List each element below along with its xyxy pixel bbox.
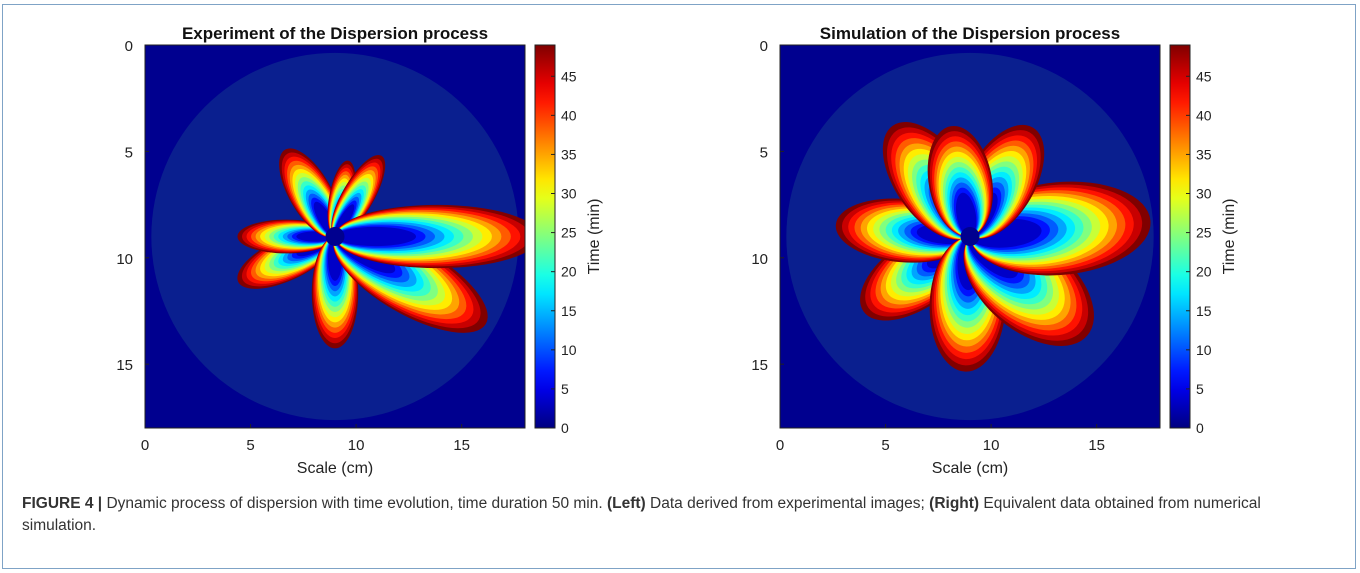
figure-caption: FIGURE 4 | Dynamic process of dispersion… (22, 493, 1338, 537)
dispersion-pattern (835, 122, 1151, 372)
x-tick-label: 5 (881, 437, 889, 454)
x-axis-label: Scale (cm) (932, 460, 1008, 477)
colorbar-tick-label: 40 (1196, 107, 1212, 123)
y-tick-label: 5 (760, 144, 768, 161)
colorbar-tick-label: 10 (1196, 342, 1212, 358)
colorbar-tick-label: 45 (561, 68, 577, 84)
x-tick-label: 5 (246, 437, 254, 454)
x-tick-label: 10 (983, 437, 1000, 454)
x-tick-label: 0 (776, 437, 784, 454)
injection-core (325, 227, 345, 246)
lobe-contour (335, 226, 417, 247)
figure-label: FIGURE 4 | (22, 495, 103, 512)
colorbar (1169, 44, 1191, 429)
x-tick-label: 10 (348, 437, 365, 454)
colorbar-tick-label: 20 (561, 264, 577, 280)
x-tick-label: 15 (453, 437, 470, 454)
colorbar-tick-label: 10 (561, 342, 577, 358)
colorbar-tick-label: 20 (1196, 264, 1212, 280)
y-tick-label: 10 (116, 251, 133, 268)
y-tick-label: 15 (751, 357, 768, 374)
colorbar-tick-label: 0 (1196, 420, 1204, 436)
injection-core (960, 227, 980, 246)
dispersion-lobe (335, 204, 525, 269)
colorbar-tick-label: 35 (561, 146, 577, 162)
y-tick-label: 0 (760, 38, 768, 55)
colorbar-tick-label: 0 (561, 420, 569, 436)
colorbar-tick-label: 35 (1196, 146, 1212, 162)
x-tick-label: 15 (1088, 437, 1105, 454)
colorbar (534, 44, 556, 429)
colorbar-tick-label: 25 (561, 225, 577, 241)
axes-frame (779, 44, 1161, 429)
colorbar-label: Time (min) (586, 199, 603, 275)
colorbar-tick-label: 25 (1196, 225, 1212, 241)
caption-text-2: Data derived from experimental images; (645, 495, 930, 512)
simulation-panel: 0 5 10 15 0 5 10 15 Simulation of the Dispersion… (751, 24, 1238, 477)
y-tick-label: 5 (125, 144, 133, 161)
dispersion-pattern (237, 148, 525, 349)
colorbar-tick-label: 5 (1196, 381, 1204, 397)
colorbar-tick-label: 15 (1196, 303, 1212, 319)
y-tick-label: 10 (751, 251, 768, 268)
dispersion-lobe (331, 154, 386, 237)
colorbar-tick-label: 15 (561, 303, 577, 319)
lobe-contour (955, 192, 977, 237)
x-axis-label: Scale (cm) (297, 460, 373, 477)
colorbar-tick-label: 5 (561, 381, 569, 397)
colorbar-tick-label: 30 (1196, 186, 1212, 202)
y-tick-label: 15 (116, 357, 133, 374)
axes-frame (144, 44, 526, 429)
y-tick-label: 0 (125, 38, 133, 55)
colorbar-label: Time (min) (1221, 199, 1238, 275)
dispersion-lobe (927, 126, 993, 237)
caption-text-3: Equivalent data obtained from numerical … (22, 495, 1261, 534)
colorbar-tick-label: 30 (561, 186, 577, 202)
chart-title: Simulation of the Dispersion process (820, 24, 1120, 43)
caption-right-label: (Right) (929, 495, 980, 512)
colorbar-tick-label: 45 (1196, 68, 1212, 84)
chart-title: Experiment of the Dispersion process (182, 24, 488, 43)
caption-text-1: Dynamic process of dispersion with time … (102, 495, 607, 512)
caption-left-label: (Left) (606, 495, 646, 512)
x-tick-label: 0 (141, 437, 149, 454)
experiment-panel: 0 5 10 15 0 5 10 15 Experiment of the Dispersion… (116, 24, 603, 477)
colorbar-tick-label: 40 (561, 107, 577, 123)
